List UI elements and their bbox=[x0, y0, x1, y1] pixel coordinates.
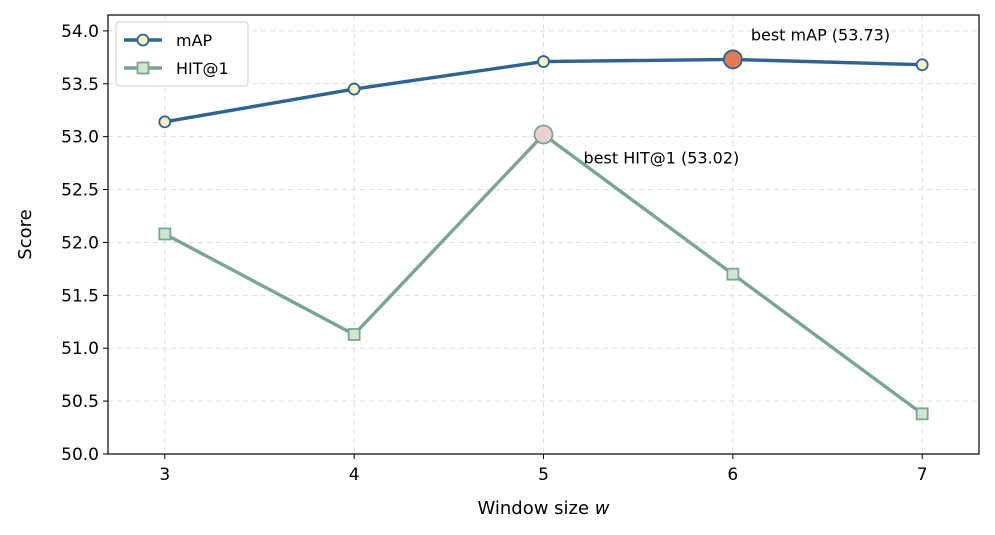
y-tick-label: 54.0 bbox=[61, 22, 99, 42]
y-axis-label: Score bbox=[15, 209, 36, 259]
y-tick-label: 53.5 bbox=[61, 75, 99, 95]
x-axis-label: Window size w bbox=[477, 498, 609, 519]
x-tick-label: 6 bbox=[727, 465, 738, 485]
x-tick-label: 3 bbox=[159, 465, 170, 485]
legend: mAP HIT@1 bbox=[115, 21, 249, 87]
annotation-label-2: best HIT@1 (53.02) bbox=[584, 149, 740, 168]
y-tick-label: 50.5 bbox=[61, 392, 99, 412]
data-point-map bbox=[915, 58, 929, 72]
data-point-hit-1 bbox=[915, 407, 929, 421]
data-point-hit-1 bbox=[158, 227, 172, 241]
x-axis-label-variable: w bbox=[595, 498, 610, 519]
data-point-hit-1 bbox=[726, 267, 740, 281]
legend-marker-map bbox=[136, 33, 150, 47]
data-point-map bbox=[158, 115, 172, 129]
data-point-hit-1 bbox=[347, 328, 361, 341]
x-axis-label-text: Window size bbox=[477, 498, 589, 519]
y-tick-label: 50.0 bbox=[61, 445, 99, 465]
legend-marker-hit-1 bbox=[136, 61, 150, 75]
highlight-point-1 bbox=[722, 49, 743, 70]
annotation-label-1: best mAP (53.73) bbox=[751, 25, 890, 44]
legend-label-hit-1: HIT@1 bbox=[176, 59, 229, 78]
y-tick-label: 52.5 bbox=[61, 181, 99, 201]
annotations: best mAP (53.73) best HIT@1 (53.02) bbox=[584, 25, 891, 167]
highlight-point-2 bbox=[533, 124, 554, 145]
highlight-layer bbox=[533, 49, 743, 145]
x-tick-label: 7 bbox=[917, 465, 928, 485]
y-tick-label: 51.5 bbox=[61, 286, 99, 306]
data-point-map bbox=[347, 82, 361, 96]
x-tick-label: 4 bbox=[349, 465, 360, 485]
series-layer bbox=[158, 53, 929, 421]
y-tick-label: 53.0 bbox=[61, 128, 99, 148]
legend-label-map: mAP bbox=[176, 31, 213, 50]
y-tick-label: 51.0 bbox=[61, 339, 99, 359]
series-line-hit-1 bbox=[164, 132, 924, 416]
x-tick-label: 5 bbox=[538, 465, 549, 485]
y-tick-label: 52.0 bbox=[61, 233, 99, 253]
axis-ticks: 50.0 50.5 51.0 51.5 52.0 52.5 53.0 53.5 54.0 3 4 5 6… bbox=[61, 22, 927, 485]
data-point-map bbox=[537, 55, 550, 68]
